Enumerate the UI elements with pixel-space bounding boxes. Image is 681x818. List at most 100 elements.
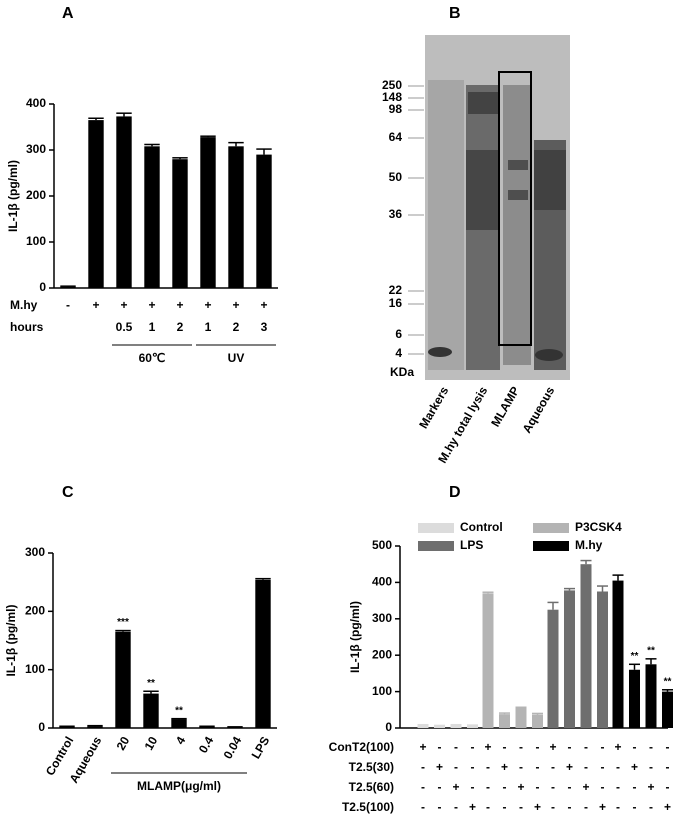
y-tick-label: 300: [25, 545, 45, 559]
bar: [228, 146, 244, 288]
row-cell: +: [148, 298, 155, 312]
row-cell: -: [584, 800, 588, 814]
row-cell: 2: [177, 320, 184, 334]
row-label: hours: [10, 320, 44, 334]
marker-label: 98: [389, 102, 403, 116]
bar: [199, 726, 215, 728]
bar: [612, 580, 624, 728]
row-cell: -: [471, 740, 475, 754]
bar: [662, 691, 673, 728]
row-cell: -: [633, 780, 637, 794]
marker-label: 50: [389, 170, 403, 184]
marker-unit: KDa: [390, 365, 414, 379]
bar: [143, 693, 159, 728]
row-cell: -: [616, 760, 620, 774]
marker-label: 16: [389, 296, 403, 310]
bar: [60, 286, 76, 288]
group-label: 60℃: [139, 351, 166, 365]
row-cell: -: [666, 760, 670, 774]
row-cell: +: [452, 780, 459, 794]
group-label: UV: [228, 351, 245, 365]
row-cell: -: [438, 780, 442, 794]
row-cell: +: [517, 780, 524, 794]
y-tick-label: 0: [39, 280, 46, 294]
row-cell: -: [486, 760, 490, 774]
row-cell: -: [633, 800, 637, 814]
row-cell: -: [503, 800, 507, 814]
x-tick-label: 0.4: [196, 734, 217, 756]
gel-band: [428, 347, 452, 357]
row-cell: +: [647, 780, 654, 794]
marker-label: 36: [389, 207, 403, 221]
bar: [467, 725, 478, 728]
row-label: T2.5(60): [349, 780, 394, 794]
bar: [564, 590, 575, 728]
row-cell: +: [566, 760, 573, 774]
row-cell: -: [421, 800, 425, 814]
row-cell: -: [471, 780, 475, 794]
highlight-box: [498, 71, 532, 346]
bar: [532, 714, 543, 728]
row-cell: -: [649, 760, 653, 774]
row-cell: 1: [149, 320, 156, 334]
bar: [144, 146, 160, 288]
significance: ***: [117, 617, 129, 628]
row-cell: -: [584, 760, 588, 774]
row-cell: -: [421, 760, 425, 774]
row-cell: -: [519, 740, 523, 754]
bar: [255, 579, 271, 728]
bar: [256, 154, 272, 288]
marker-label: 64: [389, 130, 403, 144]
y-axis-label: IL-1β (pg/ml): [6, 160, 20, 232]
y-tick-label: 200: [372, 647, 392, 661]
marker-label: 148: [382, 90, 402, 104]
row-cell: -: [454, 760, 458, 774]
row-cell: -: [601, 740, 605, 754]
x-tick-label: 0.04: [221, 734, 245, 762]
row-cell: -: [421, 780, 425, 794]
panel-letter: D: [449, 484, 461, 501]
row-cell: -: [66, 298, 70, 312]
row-cell: 0.5: [116, 320, 133, 334]
lane-label: Aqueous: [520, 384, 558, 436]
row-cell: -: [568, 780, 572, 794]
bar: [171, 719, 187, 728]
row-cell: +: [484, 740, 491, 754]
row-cell: +: [204, 298, 211, 312]
bar: [200, 137, 216, 288]
y-tick-label: 300: [26, 142, 46, 156]
significance: **: [647, 645, 655, 656]
x-tick-label: 4: [173, 734, 189, 747]
bar: [580, 564, 592, 728]
y-tick-label: 400: [372, 575, 392, 589]
row-cell: -: [519, 760, 523, 774]
bar: [172, 159, 188, 288]
row-cell: -: [536, 780, 540, 794]
group-label: MLAMP(μg/ml): [137, 779, 221, 793]
row-cell: -: [601, 780, 605, 794]
y-axis-label: IL-1β (pg/ml): [348, 601, 362, 673]
gel-band: [466, 150, 500, 230]
row-cell: +: [120, 298, 127, 312]
bar: [515, 707, 527, 728]
row-cell: 2: [233, 320, 240, 334]
bar: [597, 591, 608, 728]
legend-swatch: [533, 523, 569, 533]
significance: **: [664, 676, 672, 687]
y-tick-label: 100: [372, 684, 392, 698]
row-label: ConT2(100): [329, 740, 394, 754]
row-cell: +: [232, 298, 239, 312]
row-cell: -: [503, 740, 507, 754]
row-cell: -: [486, 780, 490, 794]
row-cell: 1: [205, 320, 212, 334]
row-cell: -: [471, 760, 475, 774]
row-cell: 3: [261, 320, 268, 334]
bar: [482, 593, 494, 728]
y-axis-label: IL-1β (pg/ml): [4, 605, 18, 677]
row-cell: -: [536, 740, 540, 754]
bar: [434, 725, 445, 728]
gel-band: [468, 92, 498, 114]
bar: [547, 609, 559, 728]
row-cell: -: [649, 800, 653, 814]
